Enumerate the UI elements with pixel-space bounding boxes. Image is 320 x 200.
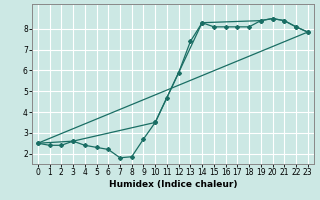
X-axis label: Humidex (Indice chaleur): Humidex (Indice chaleur) [108,180,237,189]
